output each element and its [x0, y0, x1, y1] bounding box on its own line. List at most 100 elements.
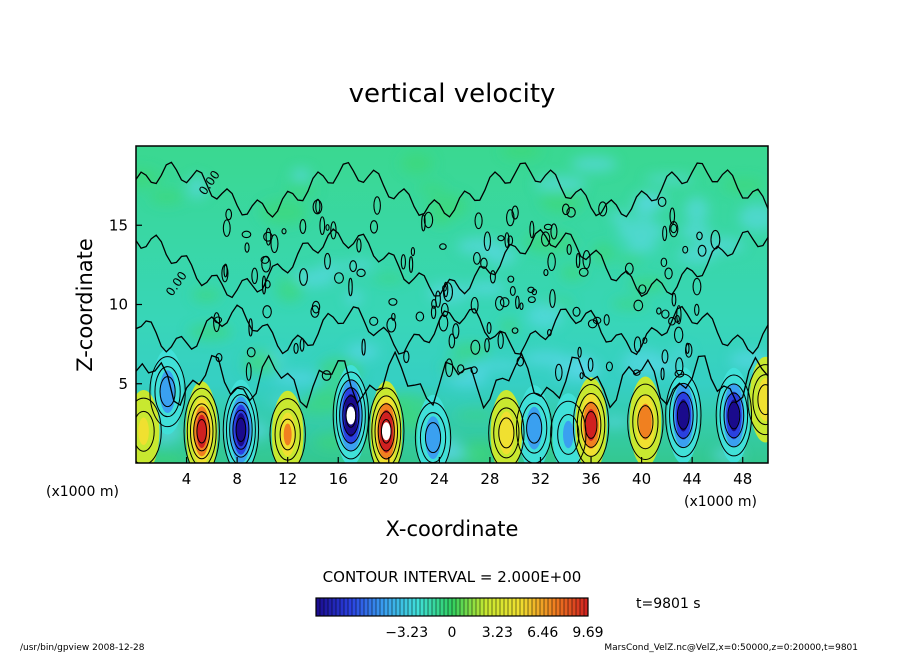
small-contour	[516, 356, 525, 367]
x-tick-label: 44	[683, 470, 702, 488]
colorbar-segment	[512, 598, 517, 616]
small-contour	[507, 235, 514, 246]
small-contour	[632, 369, 641, 376]
texture-blob	[418, 183, 445, 194]
x-tick-label: 40	[632, 470, 651, 488]
updraft-level	[642, 412, 649, 431]
small-contour	[435, 290, 441, 308]
texture-blob	[523, 350, 568, 366]
colorbar-tick-label: 9.69	[572, 625, 603, 641]
colorbar-segment	[344, 598, 349, 616]
small-contour	[430, 305, 437, 320]
small-contour	[388, 298, 398, 306]
small-contour	[312, 199, 323, 215]
small-contour	[660, 257, 668, 268]
x-tick-label: 32	[531, 470, 550, 488]
chart-title: vertical velocity	[349, 79, 556, 109]
x-tick-label: 24	[430, 470, 449, 488]
small-contour	[577, 346, 582, 358]
small-contour	[281, 228, 287, 235]
small-contour	[310, 305, 320, 318]
small-contour	[356, 238, 362, 253]
x-unit-right: (x1000 m)	[684, 494, 757, 510]
small-contour	[440, 302, 449, 318]
small-contour	[605, 361, 613, 372]
cell-contour	[676, 401, 690, 430]
small-contour	[299, 219, 307, 234]
small-contour	[497, 331, 504, 350]
cell-contour	[672, 392, 694, 439]
cell-contour	[279, 418, 296, 451]
small-contour	[547, 252, 556, 272]
y-axis: 5 10 15	[109, 216, 142, 393]
colorbar-segment	[316, 598, 321, 616]
small-contour	[710, 229, 721, 250]
small-contour	[511, 205, 519, 220]
x-tick-label: 48	[733, 470, 752, 488]
x-unit-left: (x1000 m)	[46, 484, 119, 500]
small-contour	[592, 316, 602, 325]
downdraft-level	[163, 380, 172, 403]
small-contour	[474, 212, 483, 230]
updraft-level	[138, 417, 149, 446]
small-contour	[515, 295, 520, 310]
small-contour	[438, 314, 449, 332]
x-tick-label: 4	[182, 470, 192, 488]
small-contour	[506, 209, 515, 227]
texture-blob	[560, 264, 586, 281]
colorbar-segment	[348, 598, 353, 616]
time-label: t=9801 s	[636, 596, 701, 612]
updraft-level	[283, 423, 292, 446]
cell-contour	[196, 419, 208, 444]
texture-blob	[401, 153, 433, 174]
cell-contour	[377, 411, 395, 452]
x-tick-label: 20	[379, 470, 398, 488]
cell-contour	[235, 417, 247, 442]
small-contour	[423, 211, 434, 229]
texture-blob	[739, 203, 768, 232]
small-contour	[661, 349, 669, 364]
small-contour	[673, 326, 684, 344]
x-tick-label: 16	[329, 470, 348, 488]
small-contour	[657, 196, 667, 207]
small-contour	[315, 198, 321, 214]
small-contour	[410, 246, 416, 257]
texture-blob	[290, 269, 336, 288]
texture-blob	[696, 237, 745, 253]
colorbar-segment	[564, 598, 569, 616]
colorbar-segment	[452, 598, 457, 616]
y-tick-label: 10	[109, 296, 128, 314]
small-contour	[480, 257, 488, 269]
texture-blob	[188, 323, 233, 341]
colorbar-segment	[516, 598, 521, 616]
colorbar-segment	[520, 598, 525, 616]
colorbar-segment	[336, 598, 341, 616]
x-axis: 4 8 12 16 20 24 28 32 36 40 44 48	[182, 457, 752, 488]
colorbar-segment	[480, 598, 485, 616]
small-contour	[299, 268, 308, 286]
cell-contour	[225, 393, 256, 463]
small-contour	[369, 220, 379, 234]
colorbar-segment	[352, 598, 357, 616]
downdraft-level	[429, 426, 437, 449]
cell-contour	[632, 394, 659, 450]
small-contour	[694, 303, 700, 316]
colorbar-segment	[576, 598, 581, 616]
upper-contour	[136, 228, 768, 299]
colorbar-segment	[408, 598, 413, 616]
small-contour	[566, 243, 572, 255]
colorbar-tick-label: 3.23	[482, 625, 513, 641]
cell-contour	[498, 417, 515, 449]
small-contour	[484, 338, 490, 353]
small-contour	[529, 220, 535, 239]
texture-blob	[449, 342, 491, 360]
x-tick-label: 28	[480, 470, 499, 488]
cell-contour	[414, 402, 452, 463]
small-contour	[349, 260, 357, 273]
small-contour	[324, 252, 331, 270]
small-contour	[225, 208, 233, 221]
small-contour	[264, 280, 271, 289]
small-contour	[674, 369, 685, 378]
colorbar-segment	[544, 598, 549, 616]
